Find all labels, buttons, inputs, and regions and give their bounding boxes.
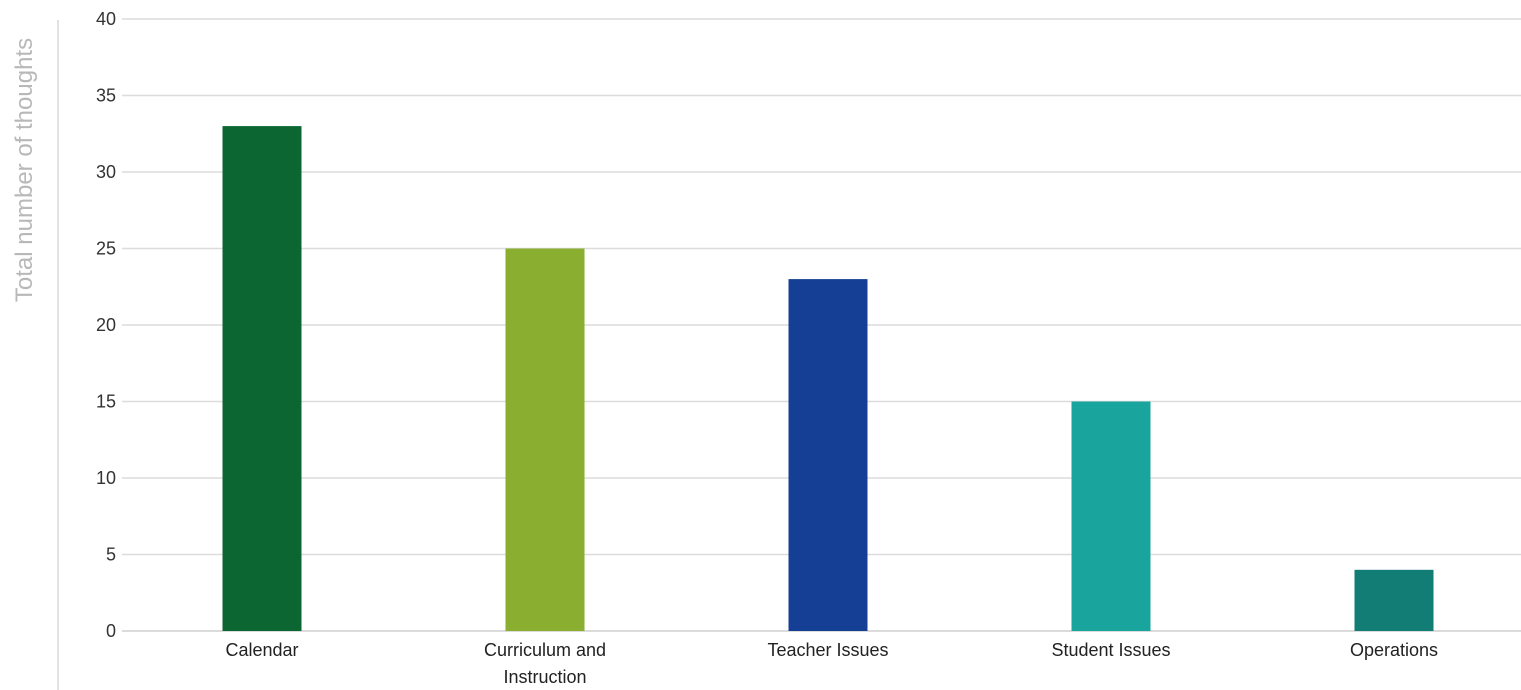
x-axis-labels: Calendar Curriculum and Instruction Teacher…: [225, 640, 1438, 687]
bar: [505, 248, 585, 631]
x-category-label-line: Student Issues: [1051, 640, 1170, 660]
x-category-label: Student Issues: [1051, 640, 1170, 660]
bar: [1354, 569, 1434, 631]
y-tick-label: 15: [96, 392, 116, 412]
y-axis-title: Total number of thoughts: [11, 38, 38, 302]
x-category-label-line: Curriculum and: [484, 640, 606, 660]
y-tick-label: 25: [96, 239, 116, 259]
y-tick-label: 0: [106, 621, 116, 641]
x-category-label-line: Teacher Issues: [767, 640, 888, 660]
x-category-label: Calendar: [225, 640, 298, 660]
y-tick-label: 35: [96, 86, 116, 106]
y-tick-label: 30: [96, 162, 116, 182]
y-tick-label: 20: [96, 315, 116, 335]
x-category-label: Operations: [1350, 640, 1438, 660]
y-tick-label: 40: [96, 9, 116, 29]
x-category-label: Teacher Issues: [767, 640, 888, 660]
x-category-label-line: Instruction: [503, 667, 586, 687]
bar: [1071, 401, 1151, 631]
y-tick-label: 10: [96, 468, 116, 488]
x-category-label: Curriculum and Instruction: [484, 640, 606, 687]
bar: [788, 279, 868, 631]
y-axis-ticks: 0 5 10 15 20 25 30 35 40: [96, 9, 116, 641]
bar: [222, 126, 302, 631]
x-category-label-line: Calendar: [225, 640, 298, 660]
y-tick-label: 5: [106, 545, 116, 565]
x-category-label-line: Operations: [1350, 640, 1438, 660]
bars: [222, 126, 1434, 631]
